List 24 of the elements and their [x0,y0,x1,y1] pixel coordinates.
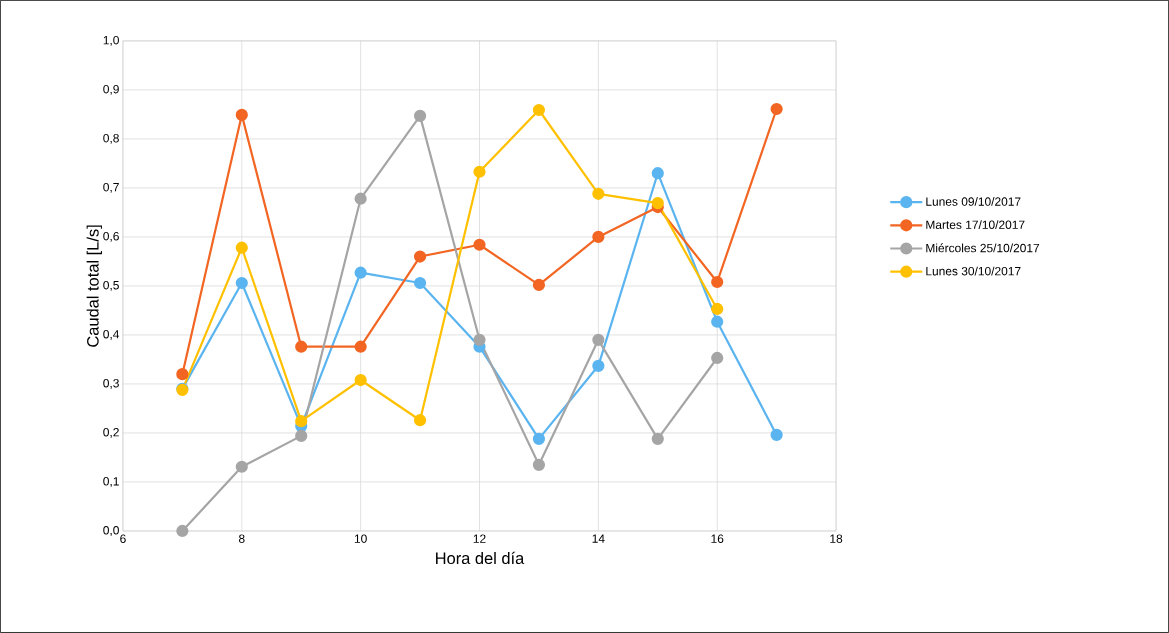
x-tick-label: 8 [238,534,245,543]
y-tick-label: 0,0 [103,526,119,536]
x-tick-label: 14 [592,534,605,543]
y-axis-title: Caudal total [L/s] [86,225,102,347]
y-tick-label: 0,9 [103,85,119,95]
legend-label: Lunes 09/10/2017 [926,197,1021,206]
y-tick-label: 0,3 [103,379,119,389]
x-axis-title: Hora del día [436,551,525,565]
x-tick-label: 16 [711,534,724,543]
y-tick-label: 1,0 [103,36,119,46]
x-tick-label: 18 [830,534,843,543]
y-tick-label: 0,7 [103,183,119,193]
x-tick-label: 12 [473,534,486,543]
legend-label: Miércoles 25/10/2017 [926,243,1040,253]
legend-label: Martes 17/10/2017 [926,220,1025,230]
x-tick-label: 10 [354,534,367,543]
y-tick-label: 0,1 [103,477,119,487]
y-tick-label: 0,6 [103,232,119,242]
x-tick-label: 6 [120,534,126,543]
y-tick-label: 0,8 [103,134,119,144]
legend-label: Lunes 30/10/2017 [926,266,1021,276]
y-tick-label: 0,5 [103,281,119,291]
y-tick-label: 0,2 [103,428,119,438]
y-tick-label: 0,4 [103,330,120,340]
